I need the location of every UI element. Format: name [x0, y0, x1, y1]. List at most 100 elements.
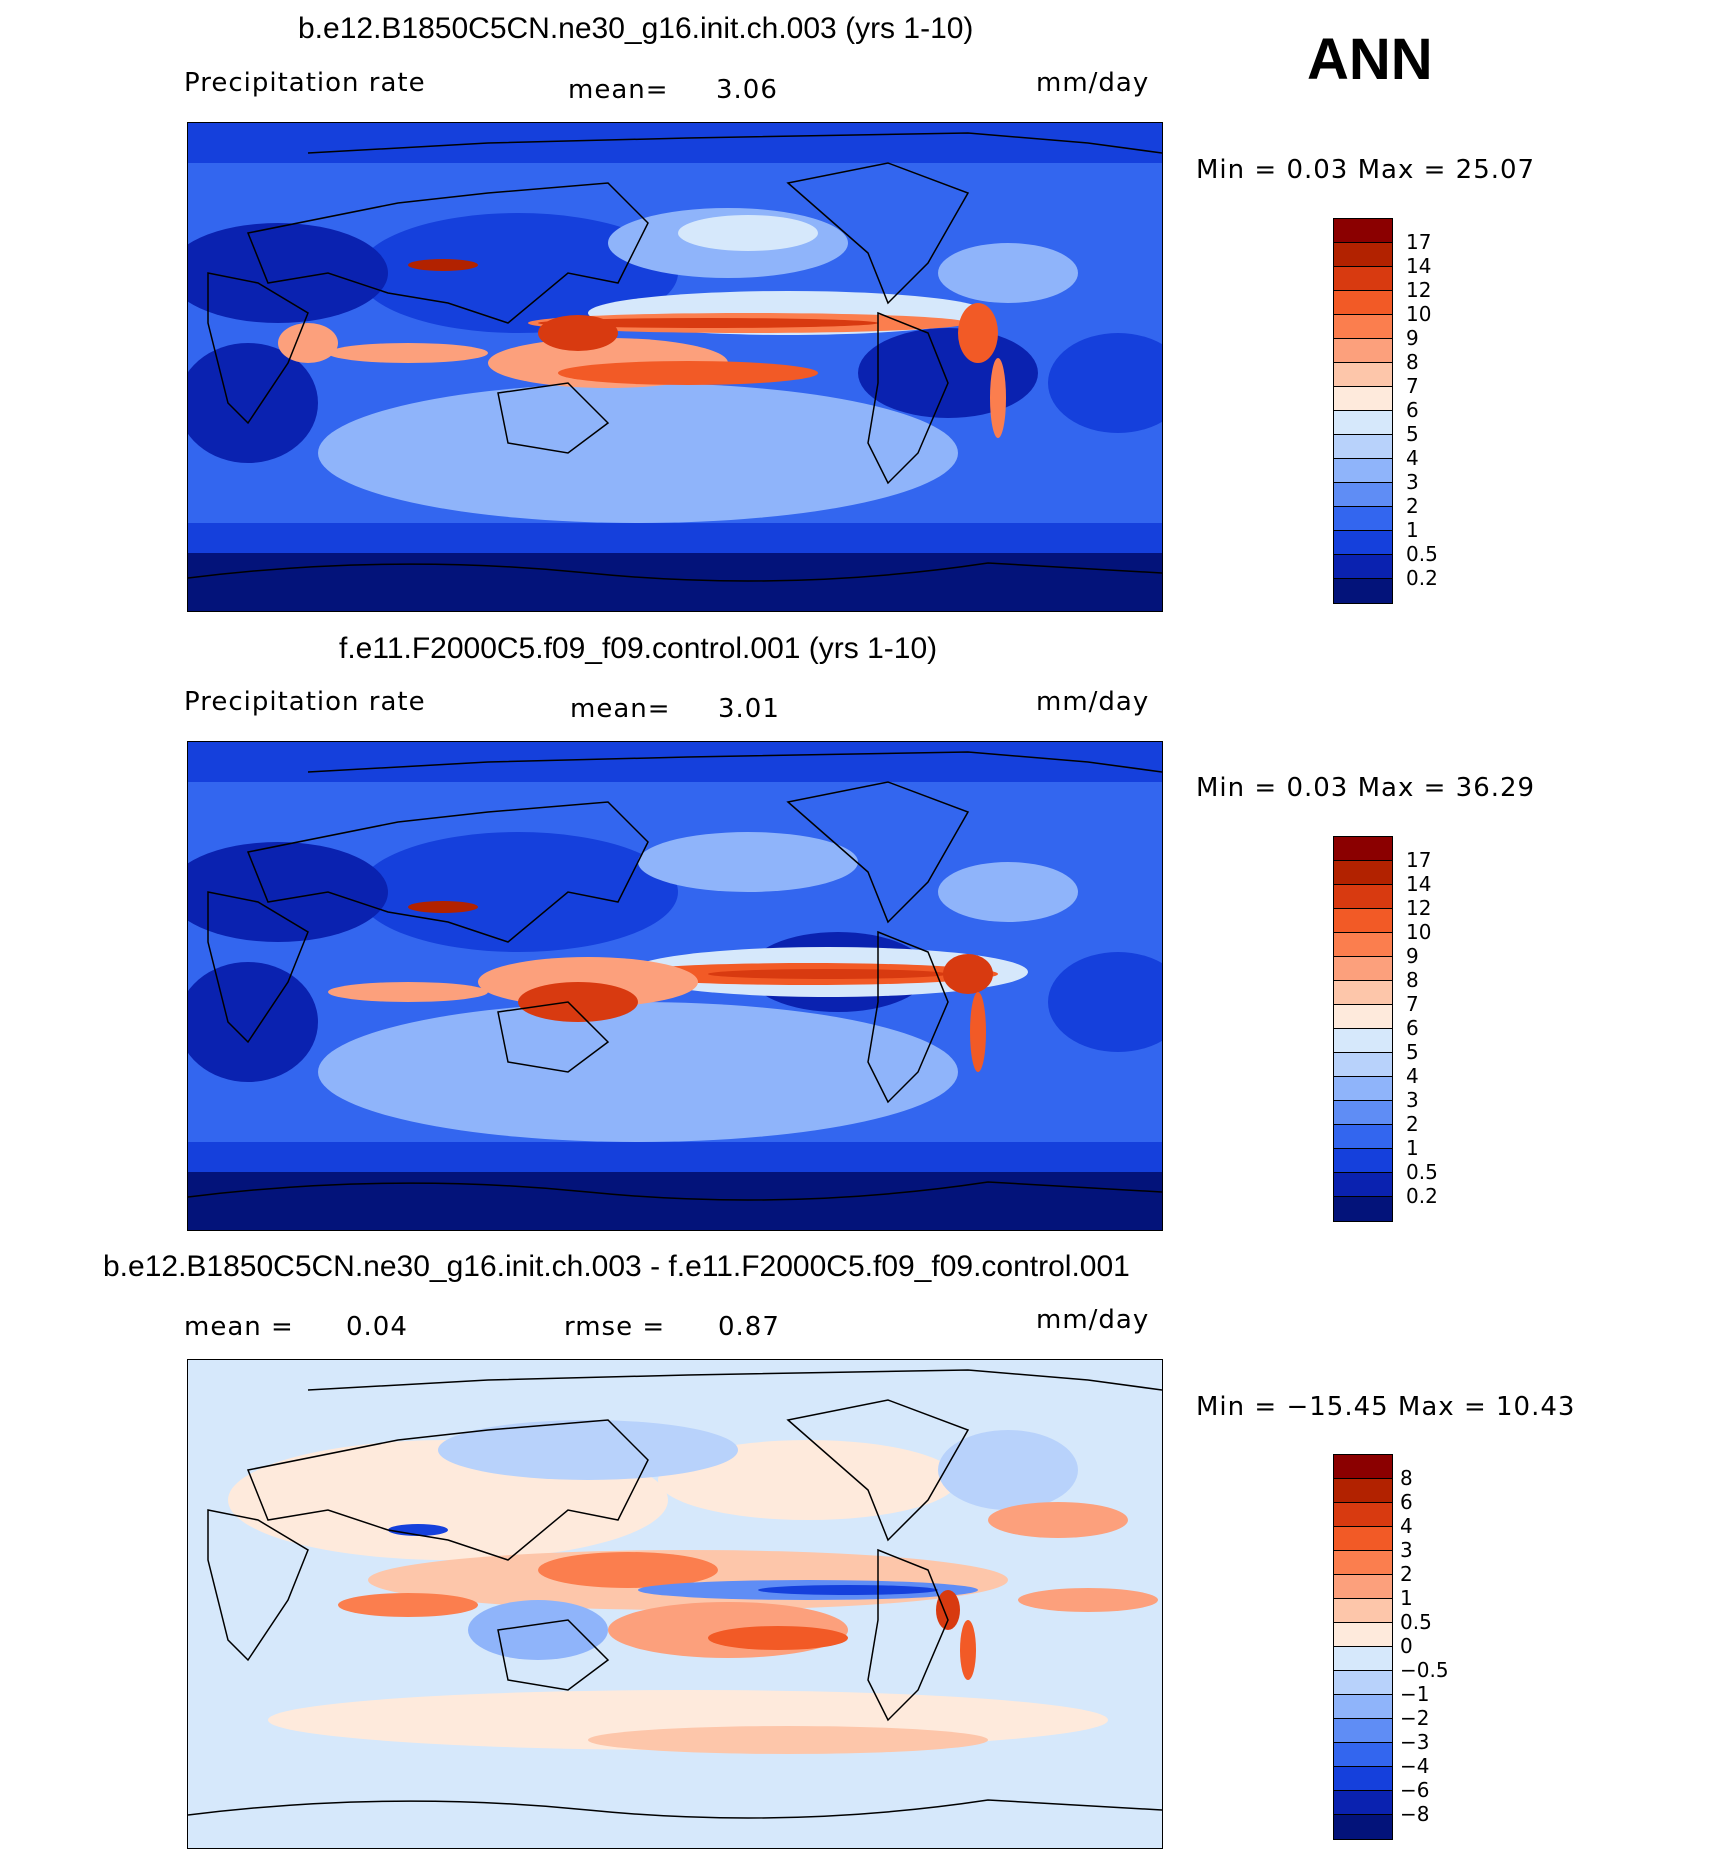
- colorbar-tick-label: 12: [1406, 896, 1432, 920]
- colorbar-swatch: [1334, 1599, 1392, 1623]
- colorbar-swatch: [1334, 1173, 1392, 1197]
- colorbar-swatch: [1334, 243, 1392, 267]
- panel2-map-svg: [188, 742, 1162, 1230]
- colorbar-tick-label: 6: [1406, 1016, 1419, 1040]
- colorbar-tick-label: 8: [1406, 350, 1419, 374]
- colorbar-tick-label: −3: [1400, 1730, 1430, 1754]
- colorbar-tick-label: 9: [1406, 944, 1419, 968]
- colorbar-tick-label: 6: [1406, 398, 1419, 422]
- colorbar-swatch: [1334, 1575, 1392, 1599]
- colorbar-swatch: [1334, 1029, 1392, 1053]
- colorbar-swatch: [1334, 1695, 1392, 1719]
- colorbar-swatch: [1334, 1791, 1392, 1815]
- colorbar-swatch: [1334, 861, 1392, 885]
- colorbar-tick-label: 17: [1406, 230, 1432, 254]
- colorbar-swatch: [1334, 1671, 1392, 1695]
- panel3-rmse-label: rmse =: [564, 1312, 666, 1342]
- colorbar-tick-label: 2: [1406, 494, 1419, 518]
- colorbar-tick-label: −1: [1400, 1682, 1430, 1706]
- colorbar-tick-label: 3: [1400, 1538, 1413, 1562]
- colorbar-tick-label: 0.5: [1406, 542, 1438, 566]
- colorbar-tick-label: 2: [1400, 1562, 1413, 1586]
- colorbar-swatch: [1334, 1005, 1392, 1029]
- colorbar-swatch: [1334, 1149, 1392, 1173]
- season-label: ANN: [1307, 27, 1433, 92]
- colorbar-tick-label: 0: [1400, 1634, 1413, 1658]
- colorbar-swatch: [1334, 459, 1392, 483]
- colorbar-tick-label: −2: [1400, 1706, 1430, 1730]
- panel3-map: [187, 1359, 1163, 1849]
- colorbar-tick-label: 3: [1406, 1088, 1419, 1112]
- colorbar-swatch: [1334, 1101, 1392, 1125]
- panel3-map-svg: [188, 1360, 1162, 1848]
- colorbar-swatch: [1334, 1719, 1392, 1743]
- colorbar-tick-label: 1: [1406, 518, 1419, 542]
- colorbar-swatch: [1334, 507, 1392, 531]
- panel1-map: [187, 122, 1163, 612]
- colorbar-swatch: [1334, 1647, 1392, 1671]
- colorbar-tick-label: 14: [1406, 872, 1432, 896]
- panel1-mean-label: mean=: [568, 75, 669, 105]
- colorbar-tick-label: 4: [1400, 1514, 1413, 1538]
- panel3-minmax: Min = −15.45 Max = 10.43: [1196, 1392, 1576, 1422]
- panel3-mean-label: mean =: [184, 1312, 294, 1342]
- colorbar-swatch: [1334, 957, 1392, 981]
- colorbar-swatch: [1334, 1479, 1392, 1503]
- panel2-units: mm/day: [1036, 687, 1150, 717]
- colorbar-tick-label: 7: [1406, 992, 1419, 1016]
- colorbar-tick-label: 6: [1400, 1490, 1413, 1514]
- colorbar-swatch: [1334, 1551, 1392, 1575]
- colorbar-swatch: [1334, 483, 1392, 507]
- colorbar-tick-label: 3: [1406, 470, 1419, 494]
- panel1-title: b.e12.B1850C5CN.ne30_g16.init.ch.003 (yr…: [298, 12, 974, 45]
- panel3-units: mm/day: [1036, 1305, 1150, 1335]
- colorbar-swatch: [1334, 555, 1392, 579]
- colorbar-swatch: [1334, 1503, 1392, 1527]
- panel2-mean-label: mean=: [570, 694, 671, 724]
- colorbar-tick-label: −8: [1400, 1802, 1430, 1826]
- panel1-variable-label: Precipitation rate: [184, 68, 426, 98]
- colorbar-tick-label: −4: [1400, 1754, 1430, 1778]
- panel3-title: b.e12.B1850C5CN.ne30_g16.init.ch.003 - f…: [103, 1250, 1130, 1283]
- colorbar-tick-label: 8: [1400, 1466, 1413, 1490]
- panel1-mean-value: 3.06: [716, 75, 778, 105]
- colorbar-tick-label: 0.2: [1406, 566, 1438, 590]
- panel1-minmax: Min = 0.03 Max = 25.07: [1196, 155, 1536, 185]
- colorbar-swatch: [1334, 363, 1392, 387]
- colorbar-tick-label: −6: [1400, 1778, 1430, 1802]
- colorbar-tick-label: 2: [1406, 1112, 1419, 1136]
- colorbar-tick-label: 10: [1406, 302, 1432, 326]
- colorbar-swatch: [1334, 1455, 1392, 1479]
- colorbar-swatch: [1334, 1053, 1392, 1077]
- colorbar-tick-label: 7: [1406, 374, 1419, 398]
- colorbar-swatch: [1334, 579, 1392, 603]
- colorbar-swatch: [1334, 291, 1392, 315]
- colorbar-swatch: [1334, 387, 1392, 411]
- colorbar-swatch: [1334, 1197, 1392, 1221]
- colorbar-swatch: [1334, 837, 1392, 861]
- panel2-colorbar: [1333, 836, 1393, 1222]
- colorbar-tick-label: 5: [1406, 1040, 1419, 1064]
- colorbar-tick-label: 0.5: [1406, 1160, 1438, 1184]
- colorbar-tick-label: 9: [1406, 326, 1419, 350]
- panel3-mean-value: 0.04: [346, 1312, 408, 1342]
- panel1-colorbar: [1333, 218, 1393, 604]
- colorbar-swatch: [1334, 981, 1392, 1005]
- colorbar-tick-label: 1: [1400, 1586, 1413, 1610]
- colorbar-tick-label: −0.5: [1400, 1658, 1449, 1682]
- colorbar-swatch: [1334, 435, 1392, 459]
- panel3-colorbar: [1333, 1454, 1393, 1840]
- colorbar-tick-label: 17: [1406, 848, 1432, 872]
- panel2-title: f.e11.F2000C5.f09_f09.control.001 (yrs 1…: [339, 632, 938, 665]
- colorbar-tick-label: 1: [1406, 1136, 1419, 1160]
- panel2-variable-label: Precipitation rate: [184, 687, 426, 717]
- colorbar-tick-label: 12: [1406, 278, 1432, 302]
- colorbar-tick-label: 8: [1406, 968, 1419, 992]
- colorbar-swatch: [1334, 531, 1392, 555]
- panel1-map-svg: [188, 123, 1162, 611]
- colorbar-swatch: [1334, 219, 1392, 243]
- colorbar-swatch: [1334, 909, 1392, 933]
- colorbar-swatch: [1334, 1077, 1392, 1101]
- panel3-rmse-value: 0.87: [718, 1312, 780, 1342]
- colorbar-tick-label: 10: [1406, 920, 1432, 944]
